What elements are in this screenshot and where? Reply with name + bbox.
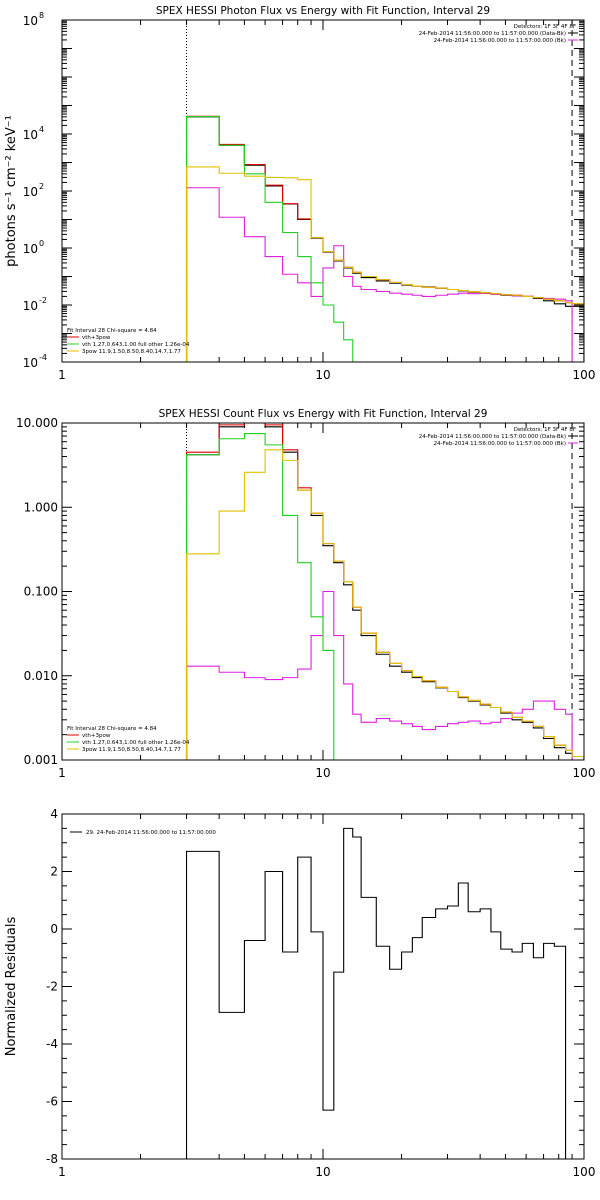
y-axis-label: photons s⁻¹ cm⁻² keV⁻¹ <box>4 115 19 267</box>
y-tick-label: 10 <box>23 299 38 313</box>
y-tick-label: 1.000 <box>24 500 58 514</box>
legend-bl-entry: vth+3pow <box>82 335 111 341</box>
legend-tr-entry: Detectors: 1F 3F 4F 8F <box>514 24 576 30</box>
legend-bl-entry: 3pow 11.9,1.50,8.50,8.40,14.7,1.77 <box>82 349 181 355</box>
y-tick-exponent: -2 <box>39 296 47 305</box>
legend-bl-entry: vth+3pow <box>82 733 111 739</box>
y-tick-label: 10 <box>23 242 38 256</box>
x-tick-label: 10 <box>315 1165 330 1179</box>
plot-frame <box>61 813 585 1160</box>
y-tick-label: 10 <box>23 14 38 28</box>
legend-tr-entry: Detectors: 1F 3F 4F 8F <box>514 427 576 433</box>
legend-bl-entry: 3pow 11.9,1.50,8.50,8.40,14.7,1.77 <box>82 747 181 753</box>
x-tick-label: 1 <box>58 1165 66 1179</box>
legend-tr-entry: 24-Feb-2014 11:56:00.000 to 11:57:00.000… <box>419 434 566 440</box>
y-tick-label: 2 <box>50 865 58 879</box>
y-tick-label: 0.010 <box>24 669 58 683</box>
x-tick-label: 100 <box>573 766 596 780</box>
y-tick-label: 0.001 <box>24 753 58 767</box>
series-group <box>185 827 573 1159</box>
y-tick-label: -2 <box>46 980 58 994</box>
plot-frame <box>61 422 585 761</box>
legend-tr-entry: 24-Feb-2014 11:56:00.000 to 11:57:00.000… <box>419 31 566 37</box>
legend-tr-entry: 24-Feb-2014 11:56:00.000 to 11:57:00.000… <box>434 38 566 44</box>
series-line-1 <box>185 116 584 362</box>
series-line-2 <box>185 187 584 362</box>
y-tick-label: 10 <box>23 185 38 199</box>
y-axis-label: Normalized Residuals <box>4 917 19 1057</box>
y-tick-exponent: 0 <box>39 239 44 248</box>
legend-bl-entry: Fit Interval 28 Chi-square = 4.84 <box>67 726 157 732</box>
chart-title: SPEX HESSI Photon Flux vs Energy with Fi… <box>156 5 490 17</box>
series-line-3 <box>185 115 584 362</box>
x-tick-label: 100 <box>573 1165 596 1179</box>
y-tick-label: 0.100 <box>24 585 58 599</box>
x-tick-label: 10 <box>315 368 330 382</box>
legend-bl-entry: Fit Interval 28 Chi-square = 4.84 <box>67 328 157 334</box>
legend-bl-entry: vth 1.27,0.643,1.00 full other 1.26e-04 <box>82 342 190 348</box>
x-tick-label: 1 <box>58 368 66 382</box>
x-tick-label: 1 <box>58 766 66 780</box>
panel-3: Normalized Residuals 1 10 100 -8 -6 -4 -2 0 2 4 29.… <box>4 807 595 1179</box>
y-tick-label: -4 <box>46 1037 58 1051</box>
y-tick-label: -6 <box>46 1095 58 1109</box>
series-line-2 <box>185 590 584 760</box>
legend-bl-entry: vth 1.27,0.643,1.00 full other 1.26e-04 <box>82 740 190 746</box>
x-tick-label: 100 <box>573 368 596 382</box>
series-line-4 <box>185 115 362 362</box>
series-group <box>185 423 584 760</box>
series-line-1 <box>185 827 573 1159</box>
panel-1: SPEX HESSI Photon Flux vs Energy with Fi… <box>4 5 595 382</box>
y-tick-label: 10 <box>23 356 38 370</box>
series-line-5 <box>185 166 584 362</box>
series-group <box>185 115 584 362</box>
y-tick-exponent: 8 <box>39 11 44 20</box>
x-tick-label: 10 <box>315 766 330 780</box>
y-tick-label: 10 <box>23 128 38 142</box>
y-tick-exponent: 2 <box>39 182 44 191</box>
y-tick-label: 10.000 <box>16 416 58 430</box>
chart-title: SPEX HESSI Count Flux vs Energy with Fit… <box>159 408 488 420</box>
panel-2: SPEX HESSI Count Flux vs Energy with Fit… <box>16 408 595 780</box>
legend-tl-entry: 29. 24-Feb-2014 11:56:00.000 to 11:57:00… <box>86 830 216 836</box>
plot-frame <box>61 19 585 363</box>
y-tick-label: 0 <box>50 922 58 936</box>
y-tick-label: -8 <box>46 1152 58 1166</box>
series-line-4 <box>185 432 344 760</box>
y-tick-exponent: -4 <box>39 353 47 362</box>
y-tick-label: 4 <box>50 807 58 821</box>
series-line-5 <box>185 449 584 760</box>
legend-tr-entry: 24-Feb-2014 11:56:00.000 to 11:57:00.000… <box>434 441 566 447</box>
y-tick-exponent: 4 <box>39 125 44 134</box>
